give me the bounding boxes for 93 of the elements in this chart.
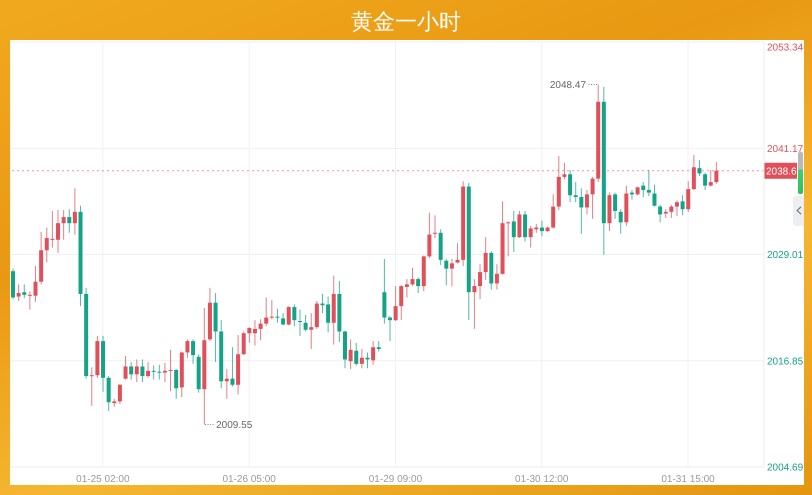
candlestick bbox=[410, 267, 415, 287]
candlestick bbox=[579, 188, 584, 234]
candlestick bbox=[309, 312, 314, 350]
candlestick bbox=[697, 160, 702, 177]
candlestick bbox=[484, 236, 488, 280]
candlestick bbox=[16, 284, 21, 302]
candlestick bbox=[456, 242, 460, 264]
candlestick bbox=[641, 182, 646, 198]
candlestick bbox=[354, 342, 358, 366]
candlestick bbox=[692, 154, 696, 190]
candlestick bbox=[168, 349, 173, 392]
candlestick bbox=[618, 208, 623, 234]
candlestick bbox=[185, 338, 190, 358]
candlestick bbox=[652, 184, 656, 208]
candlestick bbox=[230, 346, 234, 388]
candlestick bbox=[174, 368, 178, 400]
candlestick bbox=[512, 210, 516, 253]
candlestick bbox=[450, 258, 454, 287]
candlestick bbox=[472, 278, 476, 330]
candlestick bbox=[590, 176, 595, 220]
annotation: 2009.55 bbox=[216, 420, 253, 432]
candlestick bbox=[444, 258, 448, 286]
candlestick bbox=[348, 338, 353, 370]
candlestick bbox=[242, 331, 246, 356]
candlestick bbox=[140, 358, 144, 383]
candlestick bbox=[714, 162, 718, 184]
candlestick bbox=[118, 383, 122, 405]
y-tick-label: 2016.85 bbox=[767, 356, 804, 368]
candlestick bbox=[258, 318, 263, 341]
candlestick bbox=[292, 304, 296, 327]
candlestick bbox=[62, 210, 66, 240]
candlestick bbox=[22, 284, 26, 299]
candlestick bbox=[669, 204, 674, 218]
candlestick bbox=[584, 189, 589, 215]
candlestick bbox=[90, 366, 94, 406]
candlestick bbox=[371, 340, 376, 366]
candlestick bbox=[674, 200, 679, 217]
candlestick bbox=[613, 192, 618, 220]
candlestick bbox=[630, 189, 634, 200]
candlestick bbox=[494, 264, 499, 290]
candlestick bbox=[314, 300, 319, 330]
candlestick bbox=[703, 172, 708, 190]
x-tick-label: 01-29 09:00 bbox=[368, 474, 423, 486]
chart-title: 黄金一小时 bbox=[350, 9, 462, 37]
candlestick bbox=[686, 180, 690, 212]
candlestick bbox=[708, 169, 713, 187]
candlestick bbox=[191, 338, 196, 364]
candlestick bbox=[67, 208, 72, 234]
candlestick bbox=[388, 315, 392, 342]
candlestick bbox=[574, 182, 578, 203]
y-tick-label: 2053.34 bbox=[767, 42, 804, 54]
candlestick bbox=[304, 314, 308, 332]
x-tick-label: 01-31 15:00 bbox=[661, 474, 716, 486]
candlestick bbox=[134, 358, 139, 383]
candlestick bbox=[366, 352, 370, 369]
candlestick bbox=[152, 365, 156, 380]
y-tick-label: 2041.17 bbox=[767, 144, 804, 155]
candlestick bbox=[523, 210, 528, 242]
candlestick bbox=[433, 214, 438, 239]
candlestick bbox=[562, 162, 566, 180]
candlestick bbox=[394, 286, 398, 322]
candlestick bbox=[416, 276, 420, 294]
candlestick bbox=[680, 194, 685, 216]
candlestick bbox=[286, 306, 291, 326]
candlestick bbox=[281, 312, 286, 326]
candlestick bbox=[298, 309, 302, 336]
y-tick-label: 2029.01 bbox=[767, 250, 804, 262]
candlestick bbox=[129, 362, 134, 380]
annotation: 2048.47 bbox=[550, 80, 586, 92]
candlestick bbox=[427, 212, 432, 259]
candlestick bbox=[224, 368, 229, 400]
candlestick bbox=[270, 300, 274, 320]
y-tick-label: 2004.69 bbox=[767, 462, 804, 474]
candlestick bbox=[658, 204, 662, 223]
candlestick bbox=[146, 362, 150, 378]
x-tick-label: 01-26 05:00 bbox=[222, 474, 276, 486]
candlestick bbox=[646, 169, 651, 197]
candlestick bbox=[275, 308, 280, 324]
x-tick-label: 01-25 02:00 bbox=[76, 474, 130, 486]
candlestick bbox=[376, 340, 381, 352]
x-tick-label: 01-30 12:00 bbox=[515, 474, 569, 486]
candlestick bbox=[72, 188, 77, 236]
candlestick bbox=[478, 264, 482, 300]
ref-line-label: 2038.6 bbox=[766, 166, 798, 178]
candlestick bbox=[517, 210, 522, 239]
candlestick bbox=[264, 296, 268, 327]
candlestick bbox=[360, 348, 364, 369]
candlestick bbox=[540, 220, 544, 237]
candlestick bbox=[568, 169, 572, 203]
candlestick bbox=[124, 355, 128, 380]
candlestick bbox=[157, 364, 162, 380]
candlestick bbox=[528, 225, 533, 248]
candlestick bbox=[551, 194, 556, 229]
